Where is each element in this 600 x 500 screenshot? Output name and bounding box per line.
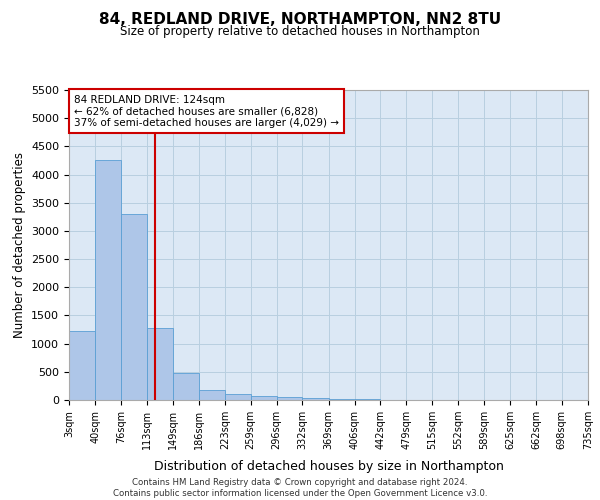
Text: Size of property relative to detached houses in Northampton: Size of property relative to detached ho… <box>120 25 480 38</box>
Bar <box>199 390 225 400</box>
Text: 84, REDLAND DRIVE, NORTHAMPTON, NN2 8TU: 84, REDLAND DRIVE, NORTHAMPTON, NN2 8TU <box>99 12 501 28</box>
Y-axis label: Number of detached properties: Number of detached properties <box>13 152 26 338</box>
Bar <box>69 330 95 400</box>
Bar <box>277 397 302 400</box>
X-axis label: Distribution of detached houses by size in Northampton: Distribution of detached houses by size … <box>154 460 503 473</box>
Bar <box>302 398 329 400</box>
Bar <box>173 373 199 400</box>
Text: Contains HM Land Registry data © Crown copyright and database right 2024.
Contai: Contains HM Land Registry data © Crown c… <box>113 478 487 498</box>
Text: 84 REDLAND DRIVE: 124sqm
← 62% of detached houses are smaller (6,828)
37% of sem: 84 REDLAND DRIVE: 124sqm ← 62% of detach… <box>74 94 339 128</box>
Bar <box>329 399 355 400</box>
Bar <box>95 160 121 400</box>
Bar <box>121 214 147 400</box>
Bar <box>147 328 173 400</box>
Bar <box>251 396 277 400</box>
Bar <box>225 394 251 400</box>
